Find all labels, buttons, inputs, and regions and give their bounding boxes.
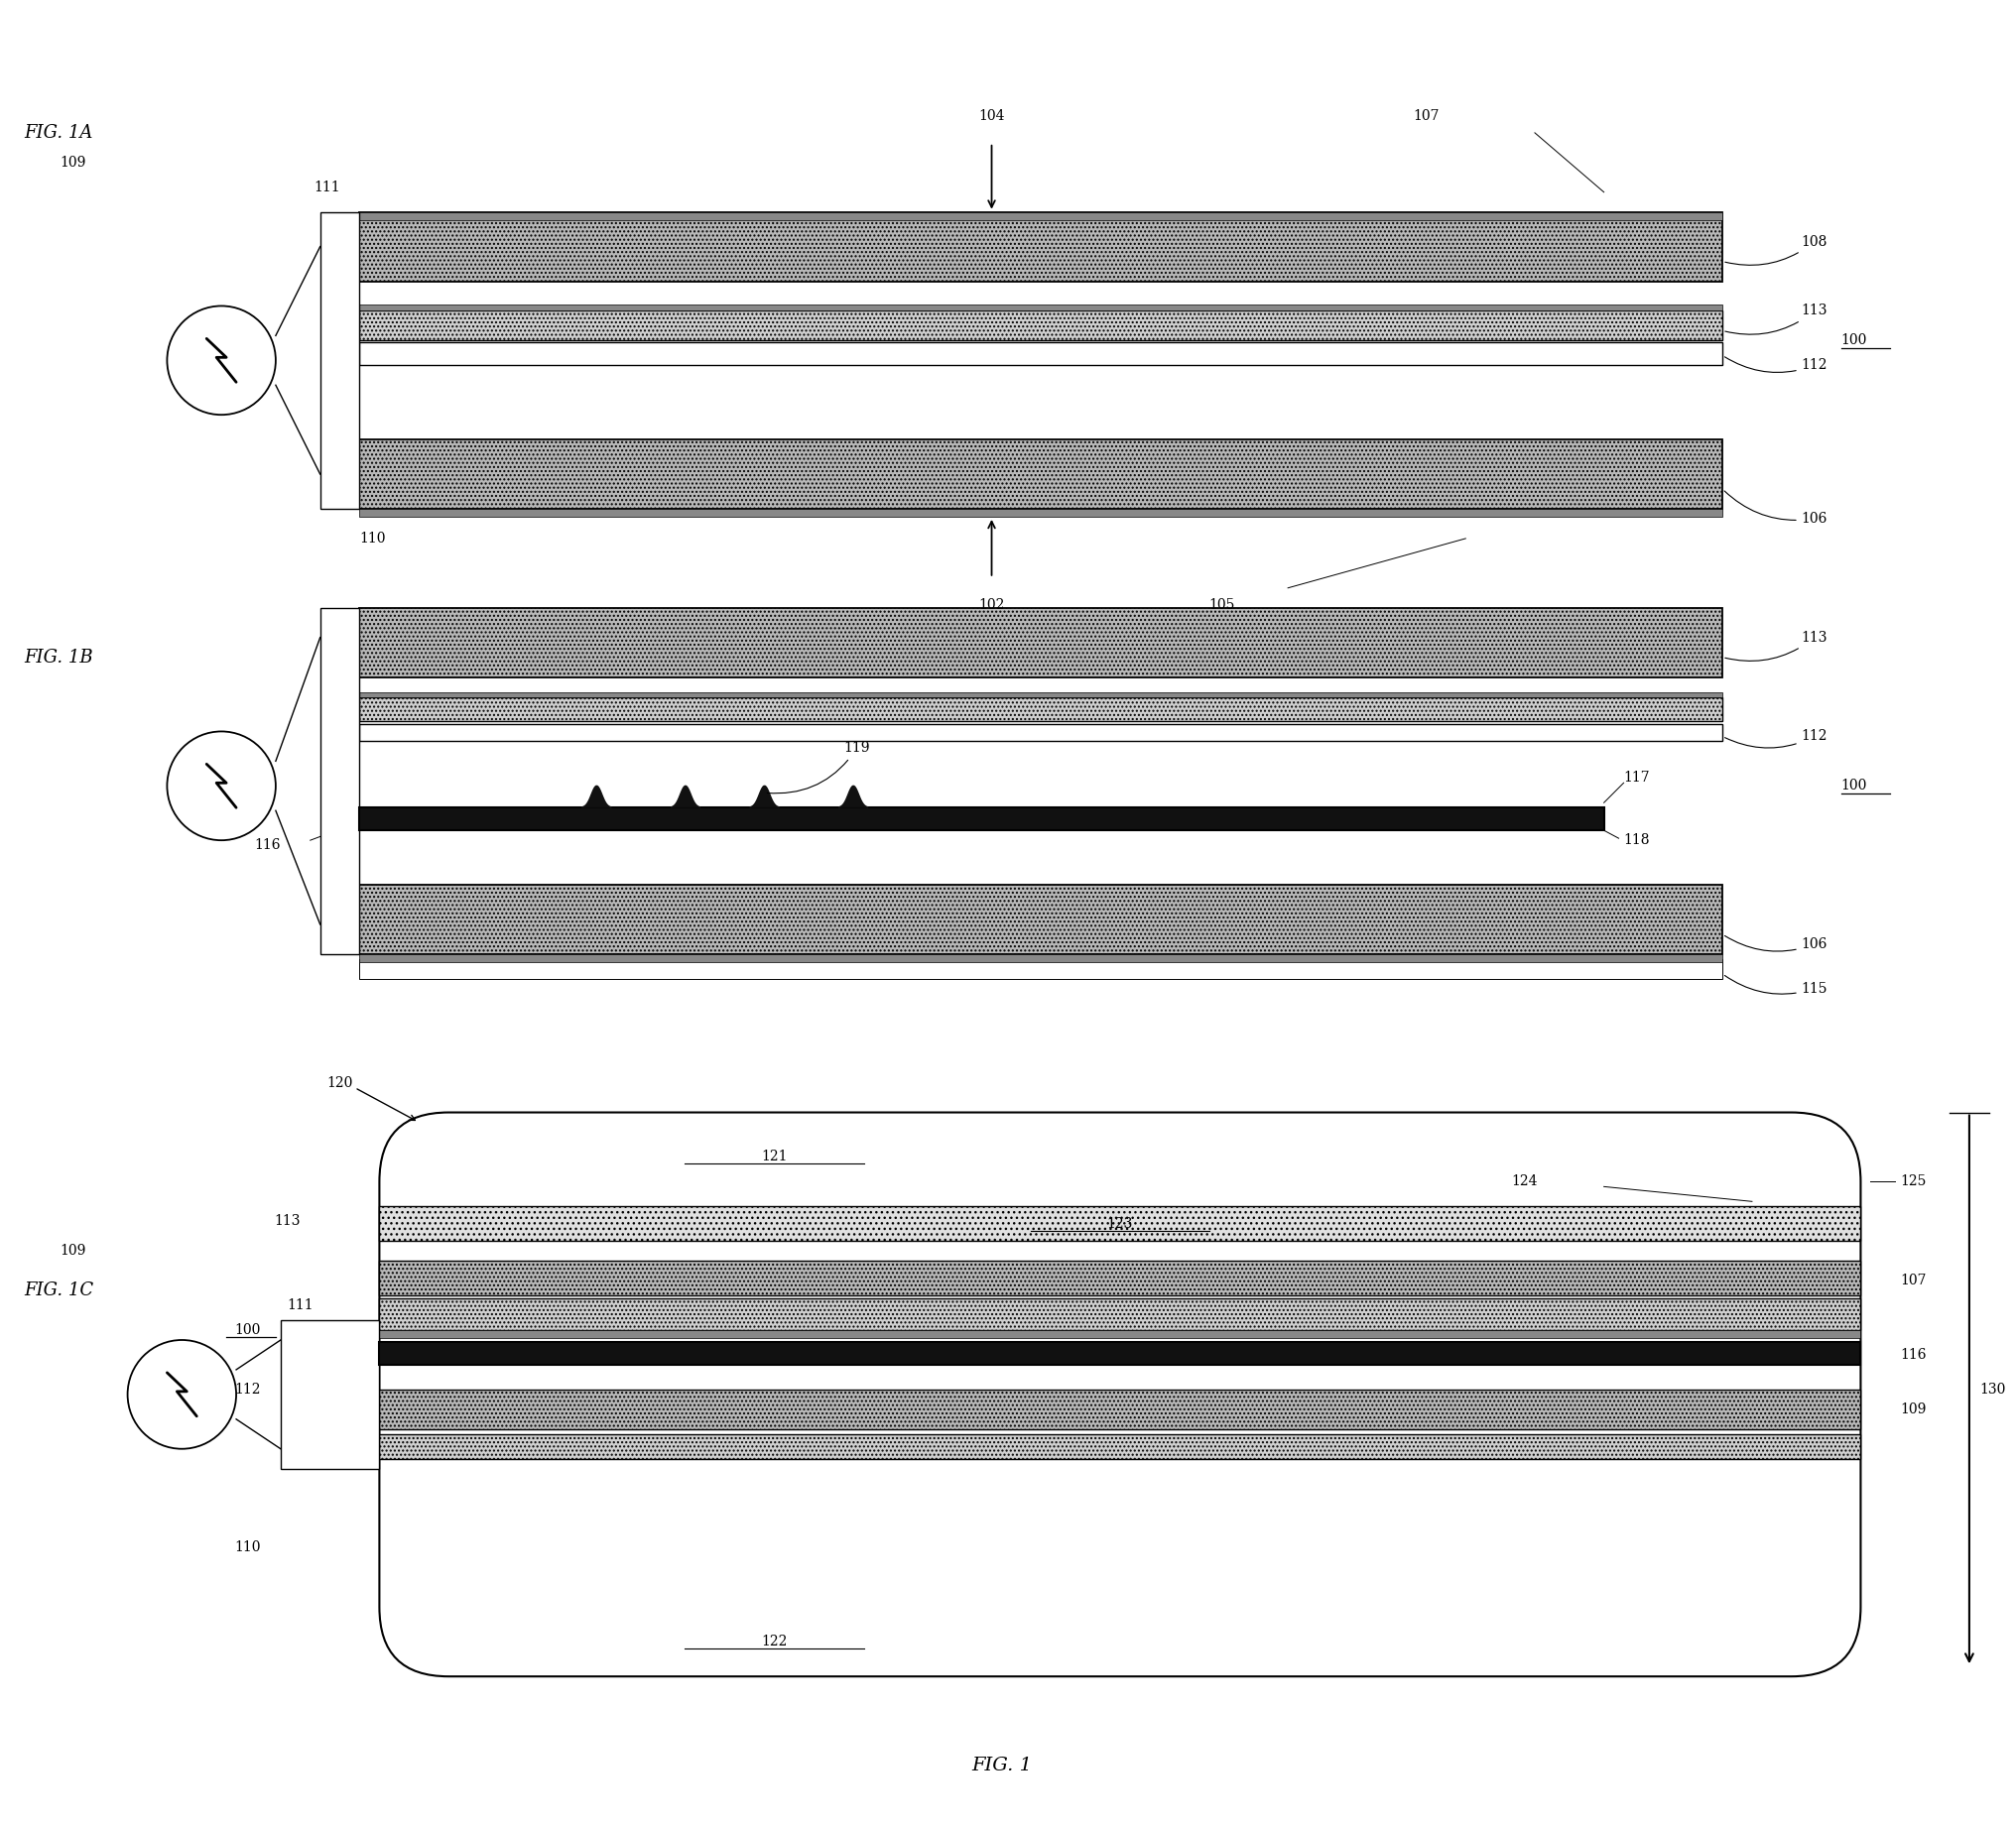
Text: 125: 125 — [1901, 1174, 1927, 1189]
Circle shape — [167, 305, 276, 415]
Polygon shape — [839, 786, 869, 807]
Bar — [359, 508, 1722, 518]
Text: 116: 116 — [254, 838, 280, 852]
Text: FIG. 1C: FIG. 1C — [24, 1282, 93, 1299]
Text: 105: 105 — [1210, 598, 1236, 611]
Text: 109: 109 — [60, 155, 87, 170]
Text: 119: 119 — [768, 741, 869, 794]
Bar — [379, 1207, 1861, 1242]
Bar — [359, 305, 1722, 311]
Text: 109: 109 — [60, 1244, 87, 1258]
Text: 113: 113 — [274, 1214, 300, 1229]
Polygon shape — [750, 786, 780, 807]
Text: 113: 113 — [1726, 304, 1829, 335]
Text: 100: 100 — [1841, 779, 1867, 792]
Text: 110: 110 — [359, 532, 385, 545]
Bar — [359, 212, 1722, 219]
Bar — [359, 958, 1722, 979]
Text: 112: 112 — [1726, 730, 1829, 748]
Text: 102: 102 — [978, 598, 1004, 611]
Text: FIG. 1B: FIG. 1B — [24, 647, 93, 666]
FancyBboxPatch shape — [379, 1112, 1861, 1677]
Text: 124: 124 — [1512, 1174, 1538, 1189]
Bar — [379, 1342, 1861, 1364]
Text: FIG. 1: FIG. 1 — [972, 1756, 1032, 1774]
Text: 109: 109 — [1901, 1403, 1927, 1416]
Text: 117: 117 — [1623, 772, 1649, 785]
Polygon shape — [583, 786, 611, 807]
Text: 123: 123 — [1107, 1218, 1133, 1231]
Bar — [359, 697, 1722, 722]
Text: 116: 116 — [1901, 1348, 1927, 1363]
Text: 107: 107 — [1413, 110, 1439, 123]
Text: 108: 108 — [1726, 234, 1829, 265]
Text: 113: 113 — [1726, 631, 1829, 660]
Text: 106: 106 — [1726, 936, 1829, 951]
Text: 111: 111 — [286, 1299, 314, 1311]
Text: 111: 111 — [312, 181, 341, 194]
Polygon shape — [671, 786, 700, 807]
Text: 106: 106 — [1724, 490, 1829, 525]
Text: 100: 100 — [1841, 333, 1867, 348]
Bar — [379, 1330, 1861, 1339]
Text: 120: 120 — [327, 1075, 353, 1090]
Text: 104: 104 — [978, 110, 1004, 123]
Circle shape — [167, 732, 276, 840]
Bar — [321, 607, 359, 955]
Bar — [359, 955, 1722, 962]
Text: 121: 121 — [762, 1150, 788, 1163]
Bar — [359, 724, 1722, 741]
Bar — [359, 439, 1722, 508]
Text: 110: 110 — [234, 1540, 260, 1555]
Bar — [379, 1434, 1861, 1460]
Text: 115: 115 — [1724, 975, 1829, 995]
Bar — [359, 808, 1605, 830]
Bar — [379, 1390, 1861, 1428]
Text: 100: 100 — [234, 1322, 260, 1337]
Text: FIG. 1A: FIG. 1A — [24, 124, 93, 141]
Text: 112: 112 — [234, 1383, 260, 1396]
Text: 118: 118 — [1623, 834, 1649, 847]
Bar — [359, 607, 1722, 677]
Bar — [359, 212, 1722, 282]
Circle shape — [127, 1341, 236, 1449]
Bar — [379, 1260, 1861, 1295]
Bar — [359, 691, 1722, 697]
Text: 112: 112 — [1726, 357, 1829, 373]
Bar — [359, 311, 1722, 340]
Text: 130: 130 — [1980, 1383, 2006, 1396]
Bar — [379, 1299, 1861, 1330]
Text: 107: 107 — [1901, 1273, 1927, 1288]
Bar — [280, 1321, 379, 1469]
Text: 122: 122 — [762, 1635, 788, 1648]
Bar — [359, 342, 1722, 366]
Bar — [359, 885, 1722, 955]
Bar — [321, 212, 359, 508]
